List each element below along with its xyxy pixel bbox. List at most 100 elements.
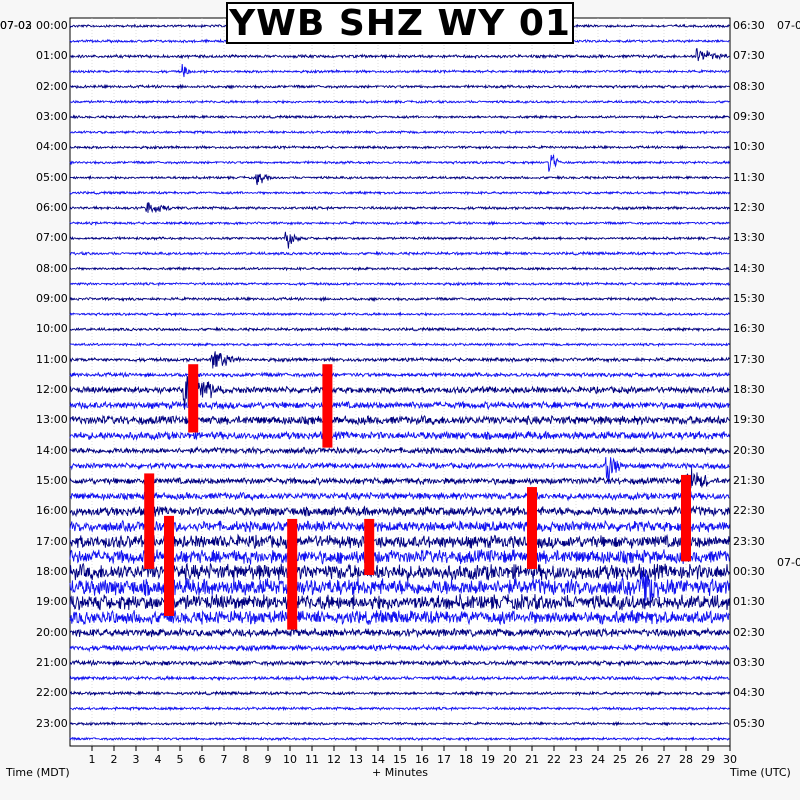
left-hour-label: 18:00 — [36, 565, 68, 578]
x-tick-label: 19 — [481, 753, 495, 766]
trace-line — [69, 658, 730, 667]
trace-line — [69, 609, 730, 626]
x-tick-label: 26 — [635, 753, 649, 766]
left-hour-label: 19:00 — [36, 595, 68, 609]
left-hour-label: 07:00 — [36, 231, 68, 245]
right-hour-label: 06:30 — [733, 19, 765, 32]
right-hour-label: 02:30 — [733, 625, 765, 639]
trace-line — [69, 231, 730, 249]
x-tick-label: 11 — [305, 753, 319, 766]
trace-line — [69, 468, 730, 496]
x-tick-label: 4 — [154, 753, 162, 766]
x-tick-label: 20 — [503, 753, 517, 766]
trace-line — [69, 735, 730, 742]
left-hour-label: 04:00 — [36, 140, 68, 154]
trace-line — [69, 311, 730, 317]
right-hour-label: 12:30 — [733, 201, 765, 214]
clipped-bar — [527, 487, 537, 569]
trace-line — [69, 83, 730, 90]
clipped-bar — [681, 474, 691, 562]
trace-line — [69, 643, 730, 653]
trace-line — [69, 445, 730, 456]
left-hour-label: 10:00 — [36, 322, 68, 336]
left-hour-label: 01:00 — [36, 49, 68, 63]
clipped-bar — [144, 473, 155, 569]
chart-title: YWB SHZ WY 01 — [226, 2, 574, 44]
left-hour-label: 05:00 — [36, 170, 68, 184]
left-hour-label: 22:00 — [36, 686, 68, 700]
left-hour-label: 06:00 — [36, 201, 68, 214]
trace-line — [69, 190, 730, 196]
trace-line — [69, 341, 730, 348]
trace-line — [69, 351, 730, 369]
x-tick-label: 14 — [371, 753, 385, 766]
left-hour-label: 15:00 — [36, 474, 68, 487]
x-tick-label: 28 — [679, 753, 693, 766]
trace-line — [69, 202, 730, 214]
x-axis-label: + Minutes — [372, 766, 429, 779]
trace-line — [69, 281, 730, 287]
trace-line — [69, 144, 730, 151]
right-hour-label: 15:30 — [733, 292, 765, 305]
trace-line — [69, 154, 730, 172]
right-hour-label: 01:30 — [733, 595, 765, 609]
trace-line — [69, 562, 730, 582]
right-hour-label: 21:30 — [733, 474, 765, 487]
right-hour-label: 03:30 — [733, 656, 765, 669]
x-tick-label: 6 — [198, 753, 206, 766]
right-hour-label: 18:30 — [733, 383, 765, 396]
grid — [91, 18, 709, 746]
y-axis-label-right: Time (UTC) — [730, 766, 791, 779]
left-hour-label: 12:00 — [36, 383, 68, 396]
right-hour-label: 10:30 — [733, 140, 765, 154]
right-hour-label: 11:30 — [733, 170, 765, 184]
left-hour-label: 02:00 — [36, 79, 68, 93]
right-hour-label: 13:30 — [733, 231, 765, 245]
left-hour-label: 14:00 — [36, 443, 68, 457]
right-hour-label: 14:30 — [733, 261, 765, 275]
left-hour-label: 16:00 — [36, 504, 68, 518]
x-tick-label: 21 — [525, 753, 539, 766]
trace-line — [69, 533, 730, 550]
x-tick-label: 5 — [176, 753, 184, 766]
right-hour-label: 19:30 — [733, 413, 765, 427]
trace-line — [69, 129, 730, 136]
trace-line — [69, 430, 730, 441]
trace-line — [69, 548, 730, 565]
x-axis-ticks — [91, 746, 731, 751]
right-hour-label: 20:30 — [733, 443, 765, 457]
left-hour-label: 23:00 — [36, 716, 68, 730]
right-hour-label: 09:30 — [733, 110, 765, 123]
x-tick-label: 13 — [349, 753, 363, 766]
clipped-bar — [364, 518, 375, 576]
trace-line — [69, 457, 730, 484]
right-hour-label: 05:30 — [733, 716, 765, 730]
trace-line — [69, 593, 730, 611]
trace-line — [69, 374, 730, 410]
x-tick-label: 1 — [88, 753, 96, 766]
left-hour-label: 17:00 — [36, 534, 68, 548]
trace-line — [69, 720, 730, 727]
x-tick-label: 16 — [415, 753, 429, 766]
trace-line — [69, 326, 730, 333]
trace-line — [69, 47, 730, 62]
x-tick-label: 3 — [132, 753, 140, 766]
trace-line — [69, 98, 730, 105]
x-tick-label: 23 — [569, 753, 583, 766]
trace-line — [69, 491, 730, 502]
right-hour-label: 07:30 — [733, 49, 765, 63]
left-hour-label: 20:00 — [36, 625, 68, 639]
x-tick-label: 24 — [591, 753, 605, 766]
trace-line — [69, 266, 730, 272]
right-hour-label: 23:30 — [733, 534, 765, 548]
x-tick-label: 10 — [283, 753, 297, 766]
left-hour-label: 21:00 — [36, 656, 68, 669]
right-hour-label: 08:30 — [733, 79, 765, 93]
trace-line — [69, 627, 730, 639]
left-hour-label: 13:00 — [36, 413, 68, 427]
left-hour-label: 11:00 — [36, 352, 68, 366]
x-tick-label: 22 — [547, 753, 561, 766]
x-tick-label: 25 — [613, 753, 627, 766]
trace-line — [69, 250, 730, 257]
